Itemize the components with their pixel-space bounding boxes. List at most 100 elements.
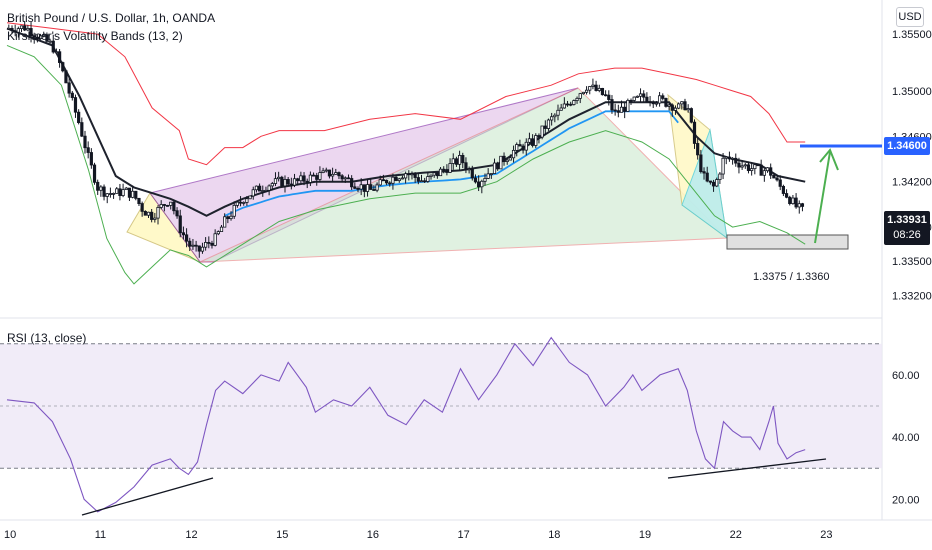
- candle-body: [438, 168, 443, 177]
- candle-body: [372, 189, 376, 191]
- candle-body: [204, 242, 208, 248]
- candle-body: [705, 172, 709, 182]
- candle-body: [153, 217, 157, 220]
- candle-body: [140, 203, 144, 212]
- candle-body: [210, 242, 214, 246]
- candle-body: [80, 122, 84, 137]
- candle-body: [42, 34, 46, 37]
- candle-body: [534, 135, 538, 146]
- candle-body: [657, 95, 662, 104]
- support-zone: [726, 234, 849, 250]
- candle-body: [58, 51, 62, 63]
- candle-body: [419, 180, 424, 183]
- candle-body: [784, 193, 789, 198]
- candle-body: [289, 183, 293, 186]
- rsi-trendline-left: [81, 477, 214, 516]
- candle-body: [553, 114, 557, 118]
- candle-body: [38, 35, 43, 40]
- candle-body: [73, 97, 78, 113]
- candle-body: [264, 189, 268, 192]
- candle-body: [642, 93, 646, 98]
- candle-body: [797, 203, 801, 208]
- candle-body: [35, 36, 39, 40]
- candle-body: [213, 233, 217, 246]
- candle-body: [124, 187, 128, 191]
- candle-body: [273, 178, 278, 184]
- candle-body: [477, 181, 481, 188]
- candle-body: [680, 101, 684, 105]
- rsi-tick-label: 40.00: [892, 432, 920, 444]
- candle-body: [550, 116, 554, 121]
- candle-body: [156, 207, 160, 219]
- candle-body: [400, 177, 405, 180]
- candle-body: [667, 104, 671, 107]
- candle-body: [769, 167, 773, 176]
- candle-body: [254, 185, 259, 191]
- candle-body: [591, 84, 595, 87]
- candle-body: [486, 173, 490, 179]
- candle-body: [791, 197, 795, 204]
- candle-body: [29, 28, 33, 37]
- countdown: 08:26: [893, 229, 921, 241]
- candle-body: [64, 70, 68, 84]
- candle-body: [689, 108, 693, 123]
- candle-body: [267, 185, 271, 191]
- price-candles: [7, 21, 805, 258]
- candle-body: [311, 174, 316, 177]
- candle-body: [492, 162, 497, 174]
- candle-body: [683, 101, 687, 111]
- candle-body: [280, 176, 284, 187]
- candle-body: [607, 94, 611, 100]
- candle-body: [321, 170, 325, 173]
- candle-body: [727, 156, 732, 160]
- candle-body: [404, 173, 408, 179]
- candle-body: [286, 179, 290, 185]
- candle-body: [292, 178, 297, 186]
- candle-body: [397, 178, 401, 181]
- candle-body: [324, 169, 328, 172]
- candle-body: [299, 175, 303, 182]
- candle-body: [651, 101, 655, 105]
- candle-body: [626, 99, 630, 112]
- candle-body: [600, 87, 605, 96]
- candle-body: [159, 204, 163, 208]
- candle-body: [429, 174, 433, 177]
- candle-body: [648, 101, 652, 104]
- candle-body: [343, 177, 347, 180]
- candle-body: [746, 164, 751, 171]
- candle-body: [604, 94, 608, 97]
- candle-body: [365, 184, 370, 192]
- candle-body: [86, 147, 90, 153]
- candle-body: [83, 135, 87, 149]
- candle-body: [70, 92, 74, 98]
- candle-body: [445, 169, 449, 173]
- candle-body: [67, 82, 71, 94]
- currency-button[interactable]: USD: [896, 7, 924, 27]
- candle-body: [143, 210, 147, 216]
- candle-body: [778, 179, 782, 187]
- candle-body: [48, 40, 52, 43]
- candle-body: [565, 103, 570, 106]
- candle-body: [708, 180, 712, 183]
- time-tick-label: 12: [185, 529, 197, 541]
- candle-body: [499, 155, 503, 170]
- candle-body: [696, 143, 700, 156]
- candle-body: [464, 162, 468, 170]
- rsi-line: [6, 336, 806, 513]
- candle-body: [369, 184, 373, 190]
- support-label: 1.3375 / 1.3360: [753, 271, 829, 283]
- price-tick-label: 1.35500: [892, 29, 932, 41]
- candle-body: [99, 186, 103, 191]
- candle-body: [756, 164, 760, 167]
- candle-body: [337, 172, 341, 177]
- candle-body: [788, 196, 792, 204]
- candle-body: [515, 144, 519, 151]
- candle-body: [188, 240, 192, 247]
- candle-body: [118, 188, 122, 196]
- volatility-bands: [6, 22, 806, 285]
- triangle-right-cyan: [681, 128, 728, 240]
- candle-body: [162, 204, 166, 206]
- candle-body: [10, 27, 14, 32]
- candle-body: [435, 172, 439, 177]
